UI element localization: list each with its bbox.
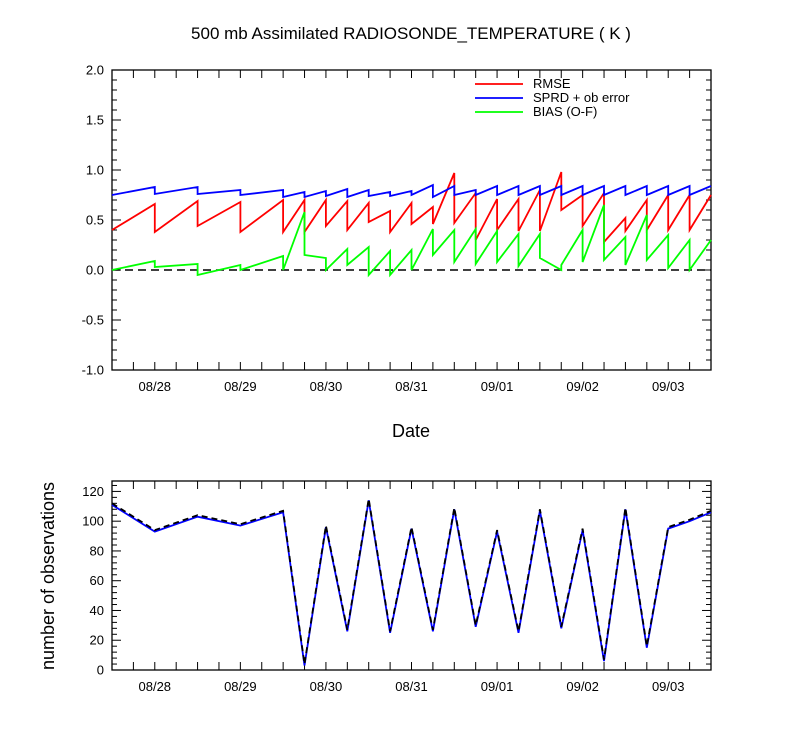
plot-frame [111,480,712,671]
y-tick-label: 1.0 [86,163,104,178]
legend-label: SPRD + ob error [533,90,630,105]
x-tick-label: 08/31 [395,379,428,394]
legend-label: BIAS (O-F) [533,104,597,119]
y-tick-label: 2.0 [86,63,104,78]
x-tick-label: 09/01 [481,679,514,694]
x-tick-label: 08/29 [224,679,257,694]
x-tick-label: 08/31 [395,679,428,694]
x-tick-label: 09/02 [566,679,599,694]
y-tick-label: -1.0 [82,363,104,378]
x-axis-title: Date [392,421,430,441]
bottom-panel: 120 100 80 60 40 20 0 08/28 08/29 08/30 08/31 09/01… [82,480,712,694]
x-tick-label: 08/30 [310,679,343,694]
x-tick-label: 08/30 [310,379,343,394]
y-tick-label: 0 [97,663,104,678]
y-tick-label: 0.0 [86,263,104,278]
series-line-rmse [111,171,712,245]
y-tick-label: 40 [90,603,104,618]
y-tick-label: 80 [90,543,104,558]
y-tick-label: -0.5 [82,313,104,328]
x-tick-label: 09/03 [652,679,685,694]
y-tick-label: 100 [82,514,104,529]
y-tick-label: 60 [90,573,104,588]
y-tick-label: 120 [82,484,104,499]
series-line-sprd-ob-error [111,183,712,199]
y-axis-title-observations: number of observations [38,482,58,670]
x-tick-label: 08/28 [139,679,172,694]
x-tick-label: 08/28 [139,379,172,394]
x-tick-label: 09/02 [566,379,599,394]
legend-label: RMSE [533,76,571,91]
y-tick-label: 20 [90,633,104,648]
x-tick-label: 08/29 [224,379,257,394]
y-tick-label: 0.5 [86,213,104,228]
chart-title: 500 mb Assimilated RADIOSONDE_TEMPERATUR… [191,24,631,43]
y-tick-label: 1.5 [86,113,104,128]
series-line-bias-o-f [111,204,712,278]
series-line-total-dashed [111,498,712,665]
series-line-assimilated-solid [111,500,712,666]
top-panel: 2.0 1.5 1.0 0.5 0.0 -0.5 -1.0 08/28 08/29 08/30 08… [82,63,712,394]
x-tick-label: 09/03 [652,379,685,394]
x-tick-label: 09/01 [481,379,514,394]
